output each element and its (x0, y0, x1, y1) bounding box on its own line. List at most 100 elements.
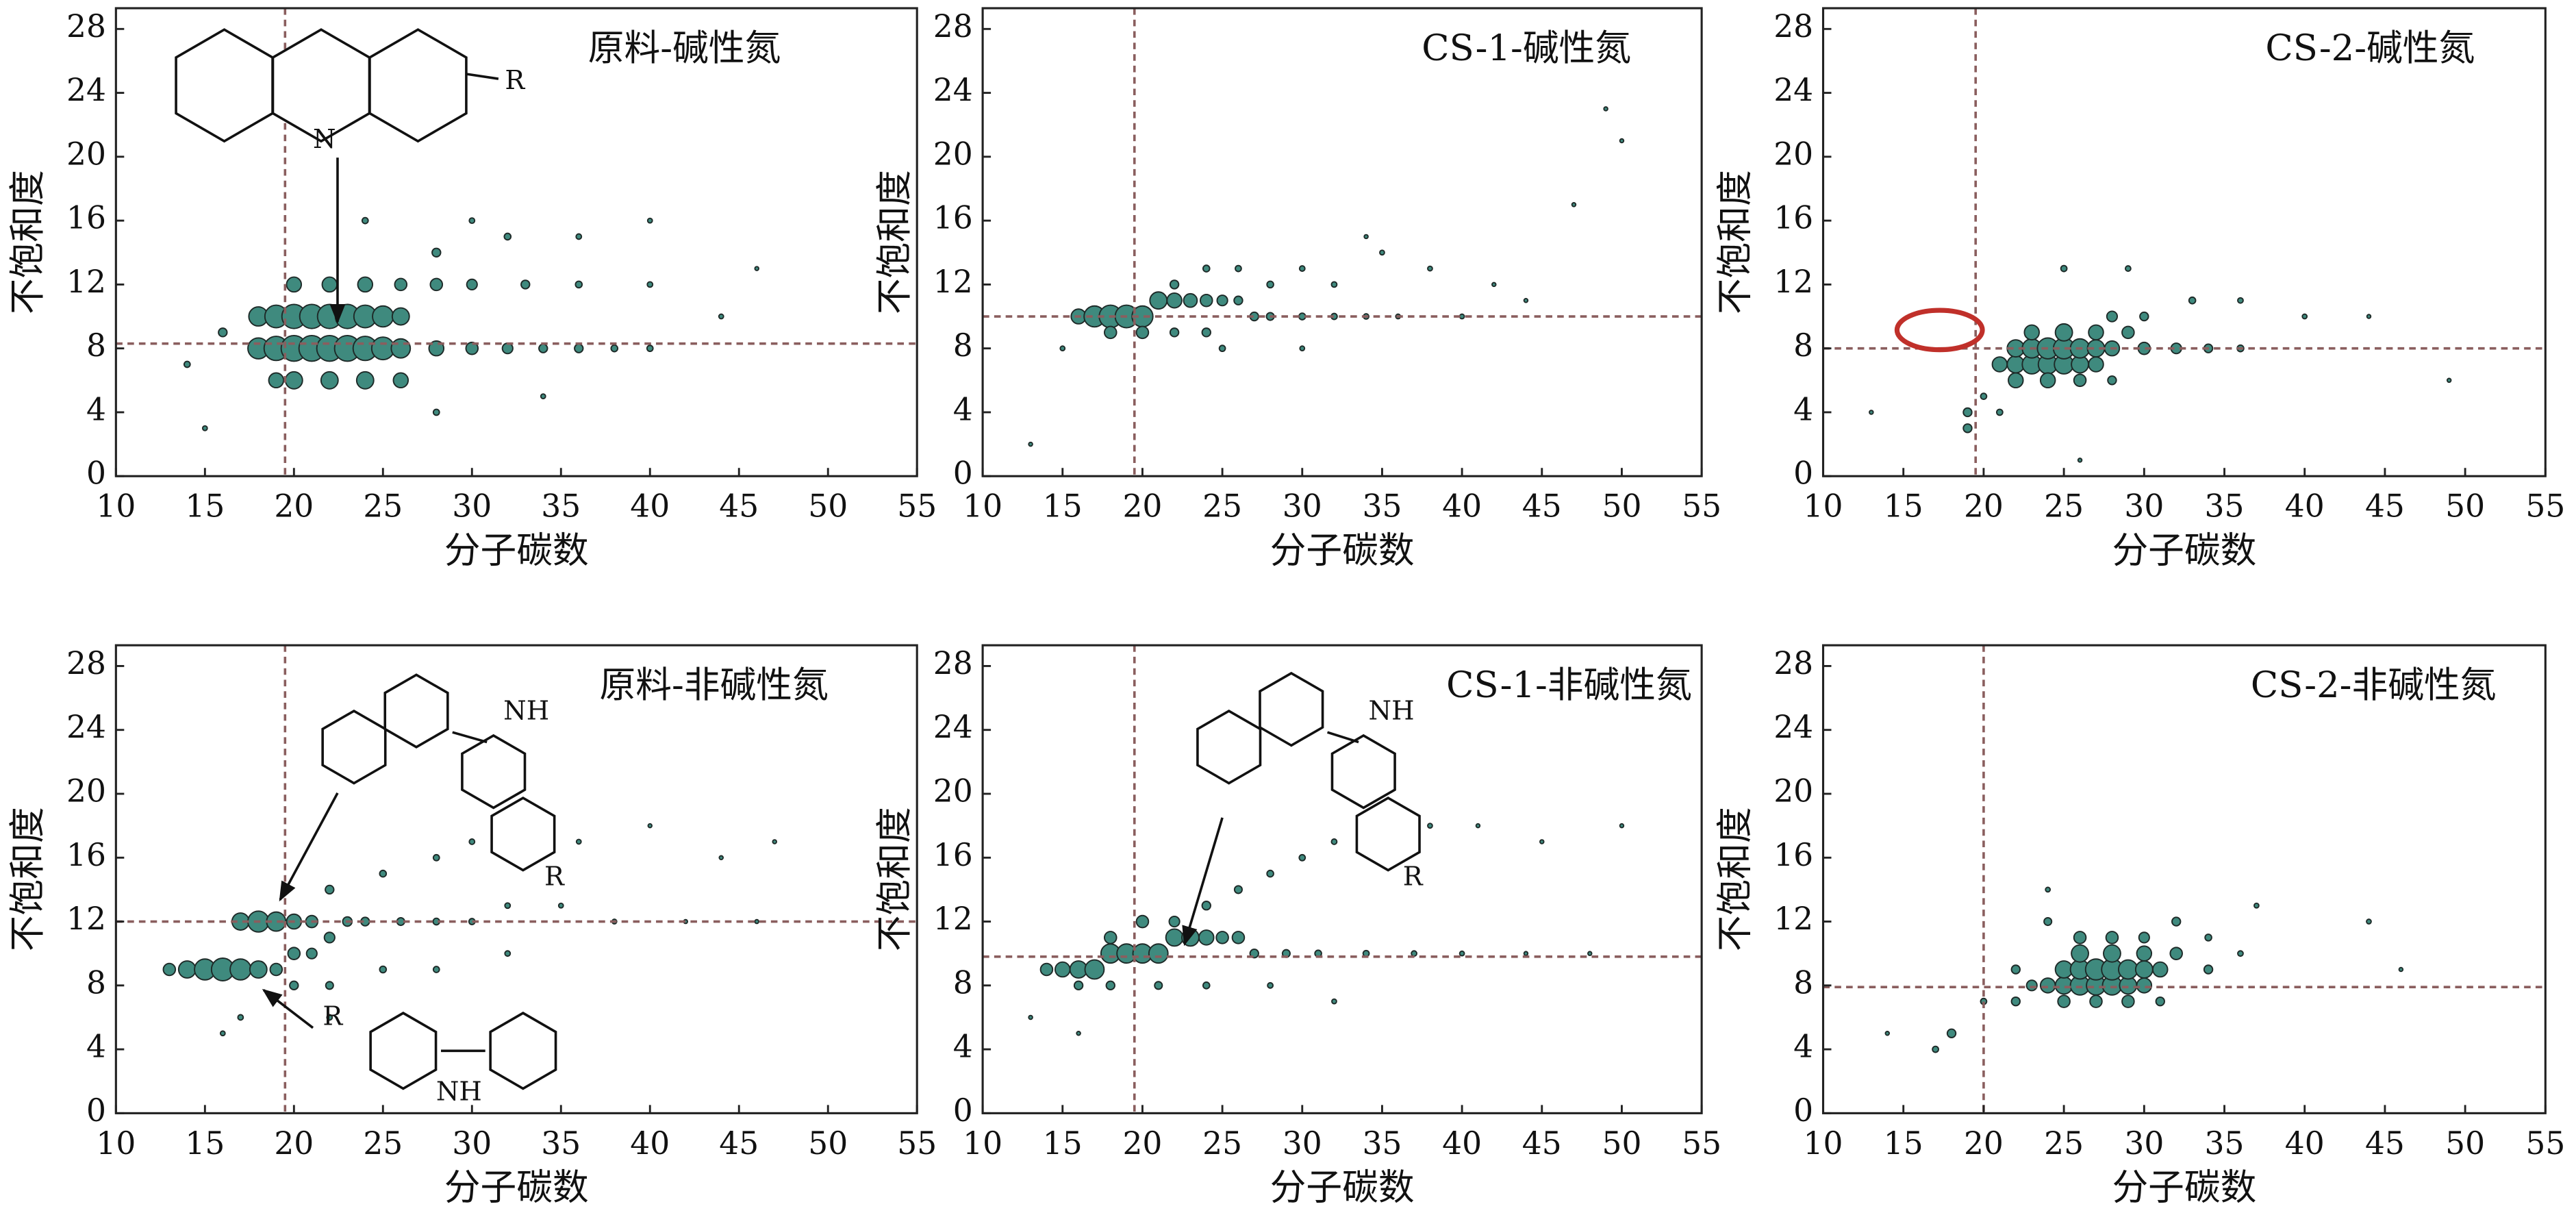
bubble (2088, 356, 2104, 373)
bubble (2054, 323, 2073, 342)
bubble (1103, 931, 1117, 944)
plot-frame (114, 7, 918, 477)
bubble (2171, 916, 2182, 927)
bubble (355, 371, 375, 390)
y-tick-label: 16 (933, 200, 973, 236)
x-tick-label: 20 (1122, 488, 1162, 525)
bubble (1149, 291, 1168, 310)
bubble (269, 962, 283, 977)
bubble (284, 371, 303, 390)
structure-ring (1259, 671, 1324, 747)
structure-ring (489, 1012, 557, 1090)
bubble (1183, 292, 1198, 308)
bubble (557, 902, 564, 909)
bubble (379, 965, 388, 974)
structure-label: R (505, 65, 525, 96)
bubble (1331, 998, 1337, 1005)
bubble (2155, 996, 2165, 1007)
bubble (392, 372, 409, 389)
bubble (718, 855, 724, 861)
x-tick-label: 50 (808, 1125, 848, 1162)
bubble (325, 981, 334, 990)
y-tick-label: 8 (1793, 964, 1813, 1001)
bubble (305, 947, 318, 960)
x-tick-label: 10 (1804, 1125, 1843, 1162)
annotation-arrow (262, 988, 314, 1029)
x-tick-label: 15 (185, 488, 225, 525)
bubble (218, 327, 228, 338)
structure-label: N (313, 124, 336, 155)
x-tick-label: 40 (630, 1125, 670, 1162)
y-tick-label: 24 (66, 709, 106, 745)
x-tick-label: 55 (2525, 1125, 2565, 1162)
bubble (1073, 980, 1084, 991)
x-tick-label: 45 (719, 488, 759, 525)
y-tick-label: 0 (1793, 1092, 1813, 1129)
bubble (1459, 313, 1465, 320)
x-tick-label: 25 (2044, 488, 2084, 525)
y-tick-label: 8 (1793, 327, 1813, 364)
bubble (2446, 377, 2452, 384)
bubble (2124, 265, 2132, 272)
y-tick-label: 28 (1773, 645, 1813, 681)
bubble (2253, 902, 2260, 909)
bubble (2204, 934, 2212, 942)
y-tick-label: 12 (66, 901, 106, 937)
x-tick-label: 30 (452, 488, 492, 525)
bubble (431, 247, 442, 258)
bubble (1039, 962, 1054, 977)
bubble (325, 884, 335, 895)
x-tick-label: 15 (185, 1125, 225, 1162)
y-tick-label: 28 (66, 8, 106, 45)
bubble (538, 343, 548, 353)
structure-bond (465, 73, 499, 80)
y-tick-label: 20 (933, 773, 973, 809)
x-tick-label: 15 (1043, 488, 1083, 525)
plot-frame (981, 644, 1703, 1114)
bubble (286, 276, 303, 293)
panel-title: CS-2-非碱性氮 (2251, 664, 2497, 706)
bubble (249, 960, 268, 979)
bubble (2121, 994, 2135, 1008)
y-tick-label: 8 (953, 964, 973, 1001)
x-axis-label: 分子碳数 (1270, 529, 1415, 571)
bubble (2366, 314, 2372, 319)
x-tick-label: 10 (1804, 488, 1843, 525)
bubble (1201, 901, 1211, 911)
bubble (1475, 823, 1481, 829)
bubble (2398, 966, 2404, 973)
bubble (646, 345, 654, 353)
bubble (1233, 295, 1243, 305)
bubble (1619, 823, 1625, 829)
bubble (361, 216, 369, 225)
structure-ring (1196, 709, 1262, 785)
bubble (465, 341, 479, 355)
x-tick-label: 15 (1884, 1125, 1923, 1162)
panel: 10 15 20 25 30 35 40 45 50 55 0 4 8 12 16 20 24 28 分子碳数 不饱和… (874, 7, 1721, 571)
structure-label: R (1403, 862, 1424, 892)
x-tick-label: 35 (1362, 1125, 1402, 1162)
bubble (1427, 265, 1433, 272)
bubble (2105, 931, 2119, 944)
bubble (2139, 311, 2149, 322)
panel: 10 15 20 25 30 35 40 45 50 55 0 4 8 12 16 20 24 28 分子碳数 不饱和… (7, 644, 937, 1209)
bubble (1991, 356, 2008, 373)
plot-frame (1821, 7, 2547, 477)
bubble (575, 838, 582, 845)
structure-ring (1355, 797, 1421, 872)
structure-ring (490, 797, 556, 872)
bubble (520, 279, 531, 290)
bubble (2010, 996, 2021, 1007)
panel: 10 15 20 25 30 35 40 45 50 55 0 4 8 12 16 20 24 28 分子碳数 不饱和… (1714, 644, 2565, 1209)
x-tick-label: 30 (2124, 488, 2164, 525)
plot-frame (1821, 644, 2547, 1114)
y-tick-label: 0 (86, 455, 106, 492)
bubble (1298, 853, 1306, 862)
x-axis-label: 分子碳数 (444, 529, 589, 571)
y-axis-label: 不饱和度 (1714, 170, 1756, 314)
bubble (2023, 324, 2040, 341)
bubble (2188, 296, 2197, 305)
x-tick-label: 45 (2365, 488, 2405, 525)
bubble (1995, 408, 2004, 416)
